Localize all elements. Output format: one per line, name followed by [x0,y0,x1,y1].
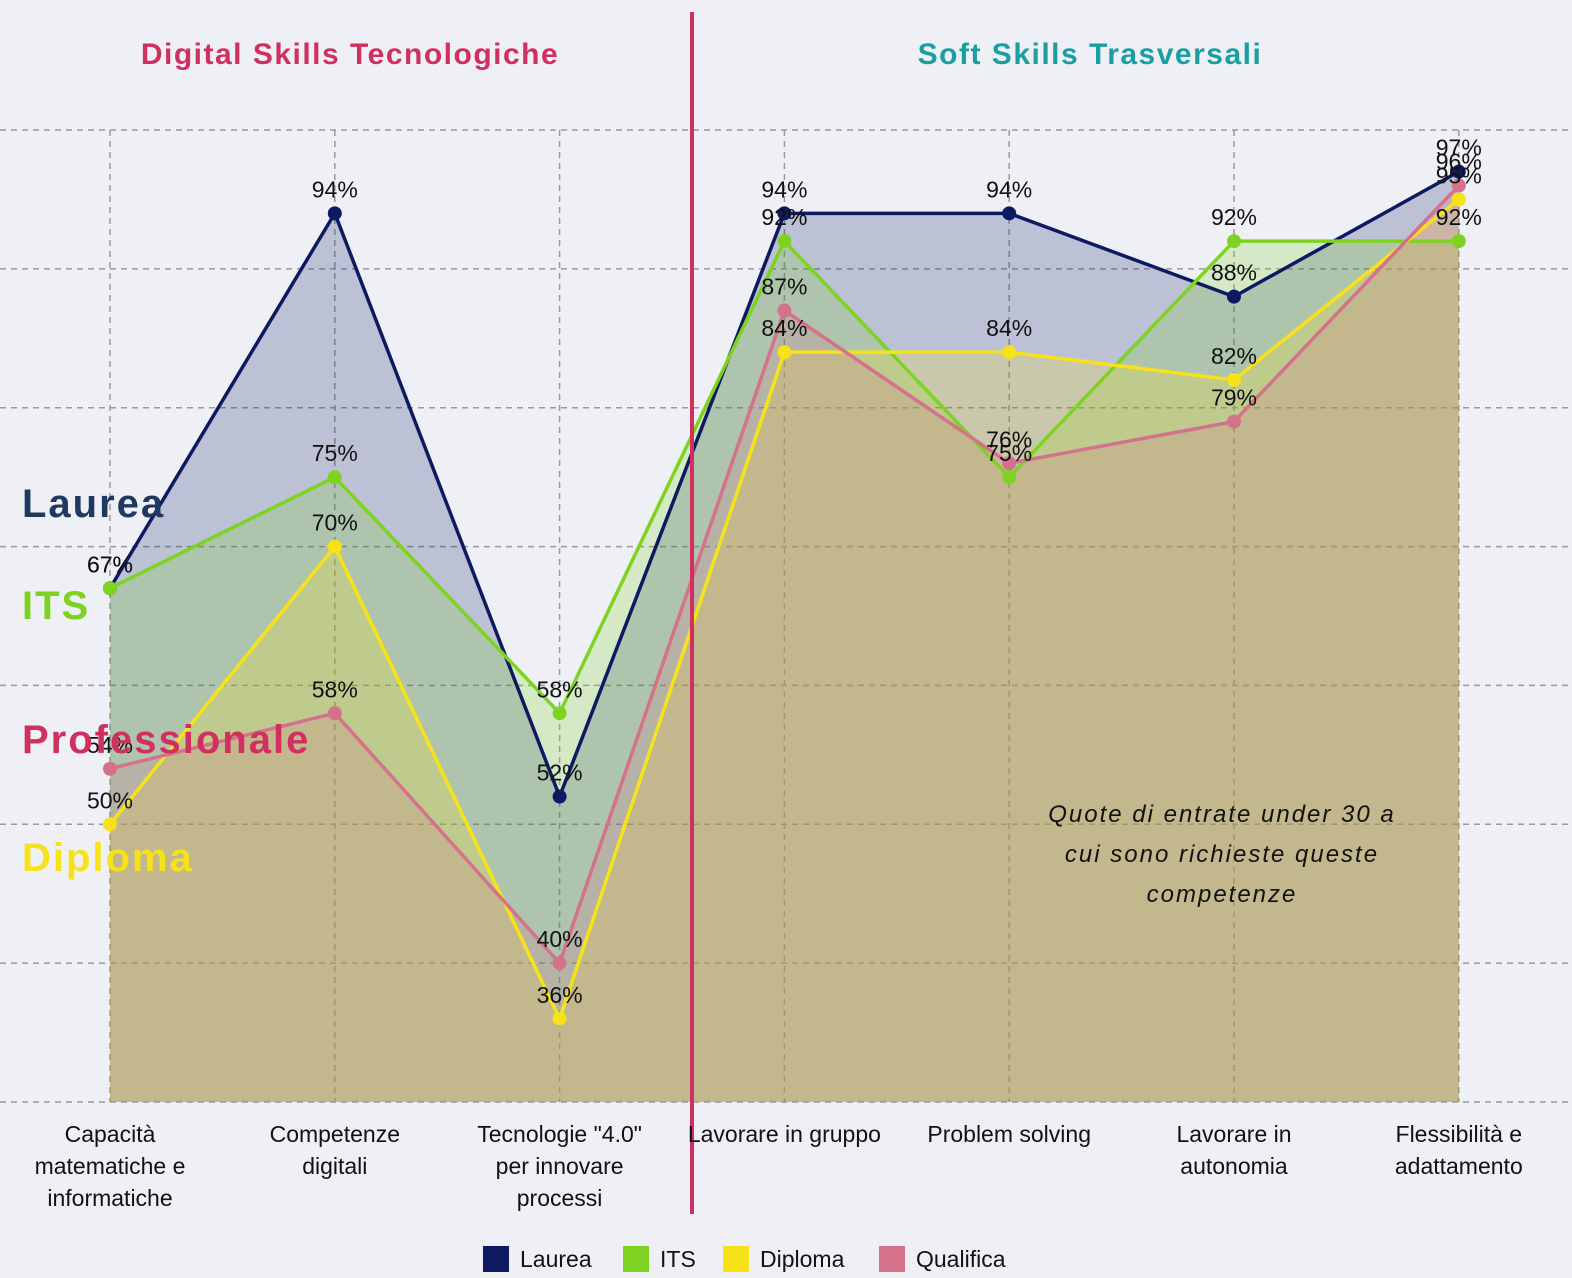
data-label: 87% [761,274,807,300]
x-tick-label: Tecnologie "4.0" per innovare processi [477,1121,642,1211]
legend-swatch [483,1246,509,1272]
point [327,470,342,485]
point [552,789,567,804]
point [1227,372,1241,387]
data-label: 82% [1211,343,1257,369]
data-label: 58% [312,676,358,702]
data-label: 40% [537,926,583,952]
area [110,185,1459,1103]
point [103,817,117,832]
point [552,706,567,721]
point [777,303,792,318]
area [110,241,1459,1103]
point [327,206,342,221]
data-label: 79% [1211,385,1257,411]
data-label: 84% [986,315,1032,341]
data-label: 75% [312,440,358,466]
data-label: 92% [1211,204,1257,230]
point [1451,178,1466,193]
x-tick-label: Problem solving [927,1121,1091,1147]
data-label: 92% [761,204,807,230]
point [327,706,342,721]
side-label: Professionale [22,718,311,762]
area [110,171,1459,1102]
data-label: 94% [761,176,807,202]
point [1451,234,1466,249]
side-label: Diploma [22,836,194,880]
point [103,761,117,776]
data-label: 52% [537,760,583,786]
x-tick-label: Capacità matematiche e informatiche [34,1121,186,1211]
data-label: 88% [1211,260,1257,286]
data-label: 36% [537,982,583,1008]
point [1227,234,1241,249]
data-label: 97% [1436,135,1482,161]
legend-label: Qualifica [916,1246,1006,1272]
point [1451,164,1466,179]
point [1451,192,1466,207]
section-title: Soft Skills Trasversali [917,38,1263,71]
legend-swatch [623,1246,649,1272]
x-tick-label: Lavorare in gruppo [687,1121,881,1147]
point [1002,206,1017,221]
data-label: 92% [1436,204,1482,230]
data-label: 94% [986,176,1032,202]
point [777,234,792,249]
legend-label: Diploma [760,1246,845,1272]
data-label: 95% [1436,163,1482,189]
legend-label: ITS [660,1246,696,1272]
point [1002,470,1017,485]
point [103,581,117,596]
legend-swatch [723,1246,749,1272]
point [1002,456,1017,471]
x-tick-label: Flessibilità e adattamento [1394,1121,1523,1179]
point [777,206,792,221]
point [1227,414,1241,429]
data-label: 58% [537,676,583,702]
data-label: 67% [87,551,133,577]
point [1002,345,1017,360]
data-label: 84% [761,315,807,341]
point [777,345,792,360]
data-label: 75% [986,440,1032,466]
side-label: Laurea [22,482,166,526]
x-tick-label: Lavorare in autonomia [1176,1121,1292,1179]
data-label: 67% [87,551,133,577]
data-label: 94% [312,176,358,202]
data-label: 70% [312,510,358,536]
area [110,199,1459,1102]
point [327,539,342,554]
point [552,956,567,971]
note: Quote di entrate under 30 a cui sono ric… [1048,801,1396,908]
data-label: 54% [87,732,133,758]
data-label: 50% [87,787,133,813]
legend-label: Laurea [520,1246,592,1272]
x-tick-label: Competenze digitali [269,1121,400,1179]
legend-swatch [879,1246,905,1272]
point [552,1011,567,1026]
point [1227,289,1241,304]
data-label: 76% [986,426,1032,452]
side-label: ITS [22,584,91,628]
data-label: 96% [1436,149,1482,175]
section-title: Digital Skills Tecnologiche [140,38,560,71]
